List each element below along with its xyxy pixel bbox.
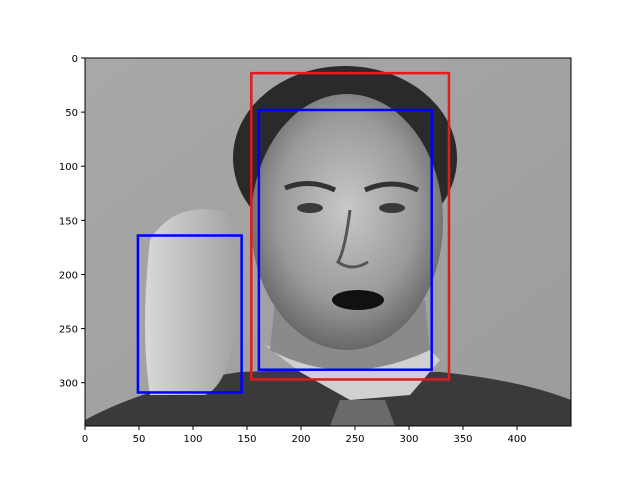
y-tick-label: 50 (65, 108, 78, 119)
axes-frame (84, 57, 572, 427)
x-tick-label: 150 (237, 434, 256, 445)
x-tick-label: 250 (345, 434, 364, 445)
bounding-boxes (136, 71, 451, 394)
x-tick-label: 300 (399, 434, 418, 445)
x-tick-label: 400 (507, 434, 526, 445)
y-tick-label: 250 (59, 325, 78, 336)
face-box-red (250, 71, 451, 381)
grayscale-portrait-photo (85, 58, 571, 426)
x-tick-label: 200 (291, 434, 310, 445)
x-tick-label: 50 (133, 434, 146, 445)
y-tick-label: 200 (59, 270, 78, 281)
hand-box-blue (136, 234, 243, 394)
x-axis: 0 50 100 150 200 250 300 350 400 (82, 426, 527, 445)
y-tick-label: 0 (72, 54, 78, 65)
x-tick-label: 350 (453, 434, 472, 445)
y-tick-label: 100 (59, 162, 78, 173)
y-tick-label: 300 (59, 379, 78, 390)
x-tick-label: 0 (82, 434, 88, 445)
y-tick-label: 150 (59, 216, 78, 227)
face-box-blue (257, 108, 433, 371)
y-axis: 0 50 100 150 200 250 300 (59, 54, 85, 390)
x-tick-label: 100 (183, 434, 202, 445)
